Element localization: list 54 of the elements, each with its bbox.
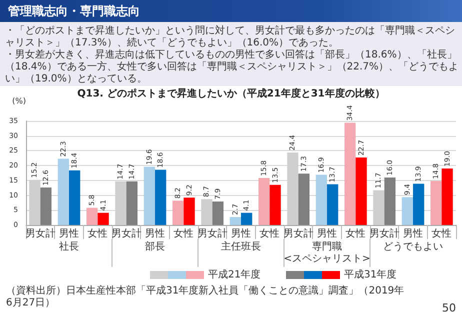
text: 専門職 <スペシャリスト>: [284, 240, 370, 264]
bar: [442, 168, 453, 225]
bar: [298, 174, 310, 225]
x-tick-label: 女性: [174, 228, 194, 240]
text: どうでもよい: [383, 242, 443, 252]
bar: [356, 158, 367, 225]
bar: [144, 166, 155, 225]
bar: [86, 208, 98, 225]
bar: [155, 170, 166, 225]
bar: [384, 177, 396, 225]
x-tick-label: 男性: [403, 228, 423, 240]
chart-title: 管理職志向・専門職志向: [7, 4, 140, 18]
bar: [230, 216, 241, 225]
bar: [184, 198, 195, 225]
x-tick-label: 女性: [432, 228, 452, 240]
text: 社長: [59, 240, 79, 252]
text: （資料出所）日本生産性本部「平成31年度新入社員「働くことの意識」調査」（2019年6月27日）: [6, 284, 404, 308]
bar: [172, 200, 184, 225]
bar: [270, 184, 281, 225]
x-tick-label: 男性: [145, 228, 165, 240]
x-tick-label: 女性: [260, 228, 280, 240]
bar: [402, 197, 413, 225]
bar: [327, 184, 338, 225]
y-axis-title: (%): [12, 96, 26, 106]
bar: [258, 178, 270, 225]
text: 部長: [145, 240, 165, 252]
bar: [241, 212, 252, 225]
bar: [430, 181, 442, 225]
bar: [98, 212, 109, 225]
bar: [69, 170, 80, 225]
x-tick-label: 男女計: [111, 228, 142, 240]
text: 50: [442, 302, 456, 314]
bar: [40, 188, 52, 225]
bar: [316, 174, 327, 225]
x-tick-label: 男性: [231, 228, 251, 240]
bar: [344, 122, 356, 225]
legend-label: 平成21年度: [208, 268, 261, 280]
legend-label: 平成31年度: [344, 268, 397, 280]
text: ・男女差が大きく、昇進志向は低下しているものの男性で多い回答は「部長」（18.6%）、「社長」（18.4%）である一方、女性で多い回答は「専門職＜スペシャリスト＞」（22.7%）、「どうでもよい」（19.0%）となっている。: [5, 48, 459, 84]
x-tick-label: 女性: [346, 228, 366, 240]
bar: [126, 181, 138, 225]
text: 主任班長: [221, 240, 261, 252]
x-tick-label: 男女計: [283, 228, 314, 240]
x-tick-label: 男性: [59, 228, 79, 240]
x-tick-label: 男性: [317, 228, 337, 240]
x-tick-label: 女性: [88, 228, 108, 240]
bar: [58, 158, 69, 225]
x-tick-label: 男女計: [369, 228, 400, 240]
chart-subtitle: ・「どのポストまで昇進したいか」という問に対して、男女計で最も多かったのは「専門職＜スペシャリスト＞」（17.3%）、続いて「どうでもよい」（16.0%）であった。: [5, 24, 455, 48]
x-tick-label: 男女計: [25, 228, 56, 240]
text: Q13. どのポストまで昇進したいか（平成21年度と31年度の比較）: [77, 88, 385, 100]
bar: [413, 184, 424, 225]
bar: [212, 202, 224, 225]
x-tick-label: 男女計: [197, 228, 228, 240]
